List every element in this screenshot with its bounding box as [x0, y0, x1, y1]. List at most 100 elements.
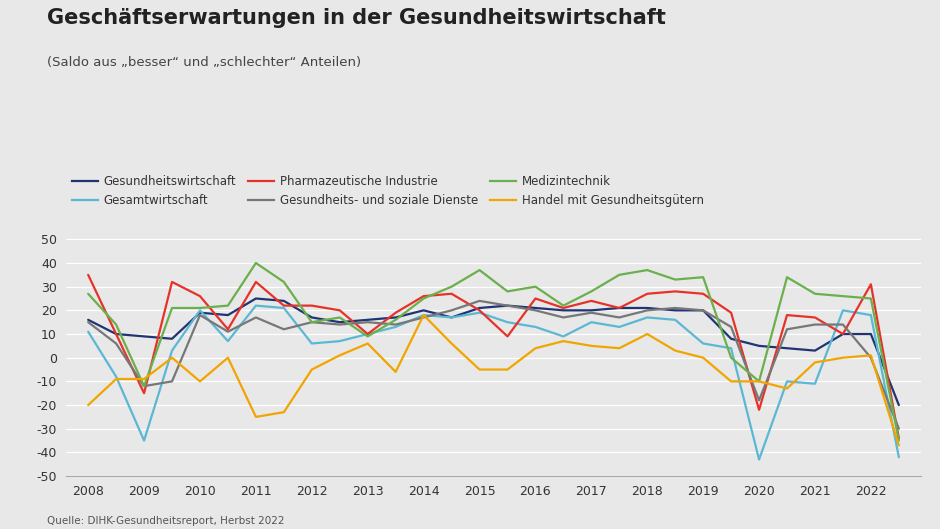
Medizintechnik	[893, 437, 904, 444]
Gesamtwirtschaft	[418, 312, 430, 318]
Handel mit Gesundheitsgütern	[362, 340, 373, 346]
Pharmazeutische Industrie	[362, 331, 373, 337]
Gesundheitswirtschaft	[697, 307, 709, 314]
Medizintechnik	[557, 303, 569, 309]
Gesundheits- und soziale Dienste	[111, 340, 122, 346]
Handel mit Gesundheitsgütern	[557, 338, 569, 344]
Gesundheits- und soziale Dienste	[642, 307, 653, 314]
Medizintechnik	[865, 295, 876, 302]
Line: Medizintechnik: Medizintechnik	[88, 263, 899, 441]
Gesamtwirtschaft	[893, 454, 904, 460]
Gesundheitswirtschaft	[418, 307, 430, 314]
Medizintechnik	[446, 284, 457, 290]
Handel mit Gesundheitsgütern	[642, 331, 653, 337]
Gesamtwirtschaft	[809, 380, 821, 387]
Gesamtwirtschaft	[278, 305, 290, 311]
Gesundheits- und soziale Dienste	[530, 307, 541, 314]
Handel mit Gesundheitsgütern	[809, 359, 821, 366]
Medizintechnik	[474, 267, 485, 273]
Gesundheitswirtschaft	[446, 314, 457, 321]
Gesamtwirtschaft	[250, 303, 261, 309]
Gesundheitswirtschaft	[474, 305, 485, 311]
Pharmazeutische Industrie	[250, 279, 261, 285]
Handel mit Gesundheitsgütern	[83, 402, 94, 408]
Gesundheits- und soziale Dienste	[669, 305, 681, 311]
Gesundheitswirtschaft	[781, 345, 792, 351]
Gesamtwirtschaft	[586, 319, 597, 325]
Medizintechnik	[754, 378, 765, 385]
Gesundheitswirtschaft	[557, 307, 569, 314]
Text: Quelle: DIHK-Gesundheitsreport, Herbst 2022: Quelle: DIHK-Gesundheitsreport, Herbst 2…	[47, 516, 285, 526]
Handel mit Gesundheitsgütern	[754, 378, 765, 385]
Handel mit Gesundheitsgütern	[865, 352, 876, 359]
Gesundheitswirtschaft	[754, 343, 765, 349]
Pharmazeutische Industrie	[278, 303, 290, 309]
Gesamtwirtschaft	[390, 324, 401, 330]
Gesundheits- und soziale Dienste	[809, 322, 821, 328]
Gesamtwirtschaft	[502, 319, 513, 325]
Pharmazeutische Industrie	[474, 307, 485, 314]
Pharmazeutische Industrie	[111, 331, 122, 337]
Gesundheitswirtschaft	[838, 331, 849, 337]
Text: Geschäftserwartungen in der Gesundheitswirtschaft: Geschäftserwartungen in der Gesundheitsw…	[47, 8, 666, 28]
Gesundheits- und soziale Dienste	[138, 383, 149, 389]
Medizintechnik	[278, 279, 290, 285]
Gesundheitswirtschaft	[893, 402, 904, 408]
Pharmazeutische Industrie	[306, 303, 318, 309]
Gesamtwirtschaft	[669, 317, 681, 323]
Gesundheits- und soziale Dienste	[83, 319, 94, 325]
Pharmazeutische Industrie	[222, 326, 233, 332]
Gesamtwirtschaft	[222, 338, 233, 344]
Gesundheits- und soziale Dienste	[838, 322, 849, 328]
Pharmazeutische Industrie	[838, 331, 849, 337]
Gesamtwirtschaft	[530, 324, 541, 330]
Handel mit Gesundheitsgütern	[138, 376, 149, 382]
Pharmazeutische Industrie	[614, 305, 625, 311]
Gesamtwirtschaft	[697, 340, 709, 346]
Gesamtwirtschaft	[166, 348, 178, 354]
Gesundheitswirtschaft	[502, 303, 513, 309]
Medizintechnik	[166, 305, 178, 311]
Medizintechnik	[418, 295, 430, 302]
Gesundheitswirtschaft	[278, 298, 290, 304]
Handel mit Gesundheitsgütern	[669, 348, 681, 354]
Gesundheits- und soziale Dienste	[754, 397, 765, 404]
Pharmazeutische Industrie	[754, 407, 765, 413]
Pharmazeutische Industrie	[390, 309, 401, 316]
Medizintechnik	[306, 319, 318, 325]
Gesamtwirtschaft	[781, 378, 792, 385]
Gesundheitswirtschaft	[166, 335, 178, 342]
Gesundheitswirtschaft	[586, 307, 597, 314]
Handel mit Gesundheitsgütern	[697, 354, 709, 361]
Gesundheits- und soziale Dienste	[222, 329, 233, 335]
Medizintechnik	[138, 383, 149, 389]
Gesundheitswirtschaft	[865, 331, 876, 337]
Medizintechnik	[697, 274, 709, 280]
Pharmazeutische Industrie	[166, 279, 178, 285]
Gesundheits- und soziale Dienste	[306, 319, 318, 325]
Gesamtwirtschaft	[138, 437, 149, 444]
Text: (Saldo aus „besser“ und „schlechter“ Anteilen): (Saldo aus „besser“ und „schlechter“ Ant…	[47, 56, 361, 69]
Handel mit Gesundheitsgütern	[586, 343, 597, 349]
Gesundheits- und soziale Dienste	[362, 319, 373, 325]
Pharmazeutische Industrie	[446, 290, 457, 297]
Gesamtwirtschaft	[557, 333, 569, 340]
Handel mit Gesundheitsgütern	[166, 354, 178, 361]
Pharmazeutische Industrie	[502, 333, 513, 340]
Gesundheits- und soziale Dienste	[278, 326, 290, 332]
Gesundheits- und soziale Dienste	[726, 324, 737, 330]
Gesundheits- und soziale Dienste	[250, 314, 261, 321]
Gesundheitswirtschaft	[614, 305, 625, 311]
Medizintechnik	[838, 293, 849, 299]
Medizintechnik	[726, 354, 737, 361]
Gesundheits- und soziale Dienste	[865, 354, 876, 361]
Medizintechnik	[586, 288, 597, 295]
Gesundheits- und soziale Dienste	[390, 322, 401, 328]
Medizintechnik	[250, 260, 261, 266]
Pharmazeutische Industrie	[865, 281, 876, 287]
Handel mit Gesundheitsgütern	[502, 367, 513, 373]
Pharmazeutische Industrie	[697, 290, 709, 297]
Handel mit Gesundheitsgütern	[726, 378, 737, 385]
Gesundheitswirtschaft	[306, 314, 318, 321]
Handel mit Gesundheitsgütern	[306, 367, 318, 373]
